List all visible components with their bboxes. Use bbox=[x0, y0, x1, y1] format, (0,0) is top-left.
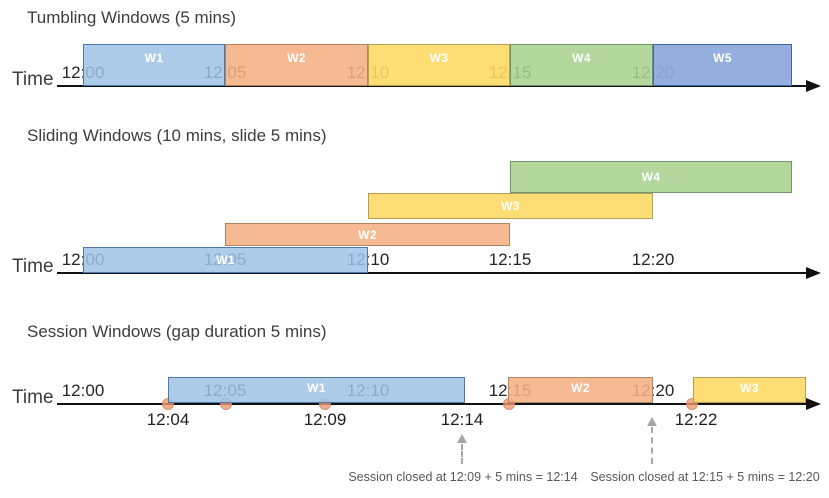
session-window-w2: W2 bbox=[508, 377, 653, 403]
session-closed-note: Session closed at 12:09 + 5 mins = 12:14 bbox=[348, 470, 578, 484]
tumbling-axis-arrow-icon bbox=[806, 80, 821, 92]
session-closed-arrow bbox=[651, 427, 653, 464]
window-label: W1 bbox=[307, 381, 326, 395]
window-label: W3 bbox=[429, 51, 449, 65]
sliding-title: Sliding Windows (10 mins, slide 5 mins) bbox=[27, 126, 327, 145]
window-label: W1 bbox=[216, 253, 235, 267]
window-label: W2 bbox=[287, 51, 306, 65]
session-title: Session Windows (gap duration 5 mins) bbox=[27, 322, 327, 341]
window-label: W5 bbox=[713, 51, 732, 65]
session-window-w1: W1 bbox=[168, 377, 465, 403]
session-axis-arrow-icon bbox=[806, 398, 821, 410]
tumbling-window-w1: W1 bbox=[83, 44, 225, 86]
window-label: W2 bbox=[358, 227, 377, 242]
session-axis bbox=[57, 403, 807, 405]
tick-label: 12:00 bbox=[61, 381, 105, 400]
window-label: W1 bbox=[144, 51, 164, 65]
session-closed-arrow-icon bbox=[457, 434, 467, 443]
tumbling-window-w2: W2 bbox=[225, 44, 368, 86]
tumbling-window-w5: W5 bbox=[653, 44, 792, 86]
tumbling-window-w3: W3 bbox=[368, 44, 510, 86]
tumbling-axis bbox=[57, 85, 807, 87]
tick-label: 12:20 bbox=[631, 250, 675, 269]
session-closed-arrow-icon bbox=[647, 417, 657, 426]
sliding-time-label: Time bbox=[12, 256, 54, 277]
session-window-w3: W3 bbox=[693, 377, 806, 403]
sliding-window-w2: W2 bbox=[225, 223, 510, 246]
sliding-window-w3: W3 bbox=[368, 193, 653, 219]
event-time-label: 12:09 bbox=[303, 410, 347, 429]
tick-label: 12:15 bbox=[488, 250, 532, 269]
window-label: W3 bbox=[740, 381, 759, 395]
session-closed-note: Session closed at 12:15 + 5 mins = 12:20 bbox=[590, 470, 820, 484]
window-label: W4 bbox=[572, 51, 591, 65]
event-time-label: 12:22 bbox=[674, 410, 718, 429]
sliding-axis-arrow-icon bbox=[806, 267, 821, 279]
sliding-window-w1: W1 bbox=[83, 247, 368, 273]
session-closed-arrow bbox=[461, 444, 463, 464]
window-label: W4 bbox=[641, 170, 661, 184]
sliding-axis bbox=[57, 272, 807, 274]
tumbling-time-label: Time bbox=[12, 69, 54, 90]
tumbling-window-w4: W4 bbox=[510, 44, 653, 86]
window-label: W3 bbox=[501, 199, 520, 213]
session-time-label: Time bbox=[12, 387, 54, 408]
sliding-window-w4: W4 bbox=[510, 161, 792, 193]
event-time-label: 12:04 bbox=[146, 410, 190, 429]
tumbling-title: Tumbling Windows (5 mins) bbox=[27, 8, 237, 27]
event-time-label: 12:14 bbox=[440, 410, 484, 429]
window-label: W2 bbox=[571, 381, 590, 395]
